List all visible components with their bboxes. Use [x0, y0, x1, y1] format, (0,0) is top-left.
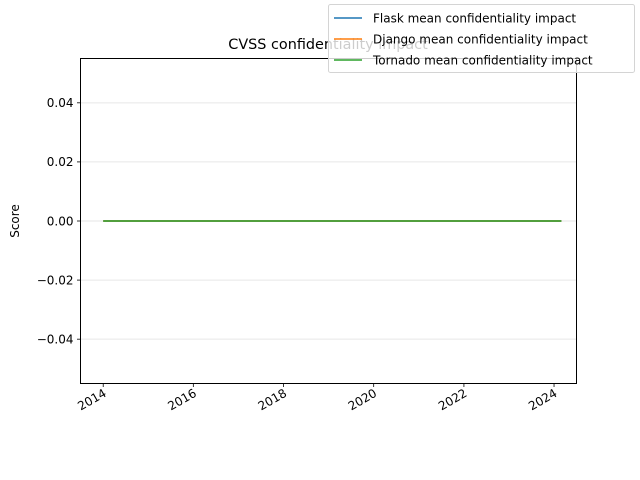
y-axis: 0.04 0.02 0.00 −0.02 −0.04	[37, 96, 81, 346]
x-tick-label: 2016	[165, 386, 198, 413]
legend-entry: Django mean confidentiality impact	[373, 32, 588, 46]
y-tick-label: 0.04	[47, 96, 74, 110]
x-axis: 2014 2016 2018 2020 2022 2024	[75, 383, 560, 413]
y-tick-label: 0.02	[47, 155, 74, 169]
legend-entry: Tornado mean confidentiality impact	[372, 53, 593, 67]
x-tick-label: 2014	[75, 386, 108, 413]
legend-entry: Flask mean confidentiality impact	[373, 11, 576, 25]
x-tick-label: 2018	[256, 386, 289, 413]
y-tick-label: 0.00	[47, 214, 74, 228]
x-tick-label: 2020	[346, 386, 379, 413]
legend: Flask mean confidentiality impact Django …	[328, 4, 635, 73]
y-tick-label: −0.02	[37, 273, 74, 287]
x-tick-label: 2024	[526, 386, 559, 413]
legend-box	[328, 4, 635, 73]
y-axis-label: Score	[8, 204, 22, 238]
x-tick-label: 2022	[436, 386, 469, 413]
y-tick-label: −0.04	[37, 332, 74, 346]
